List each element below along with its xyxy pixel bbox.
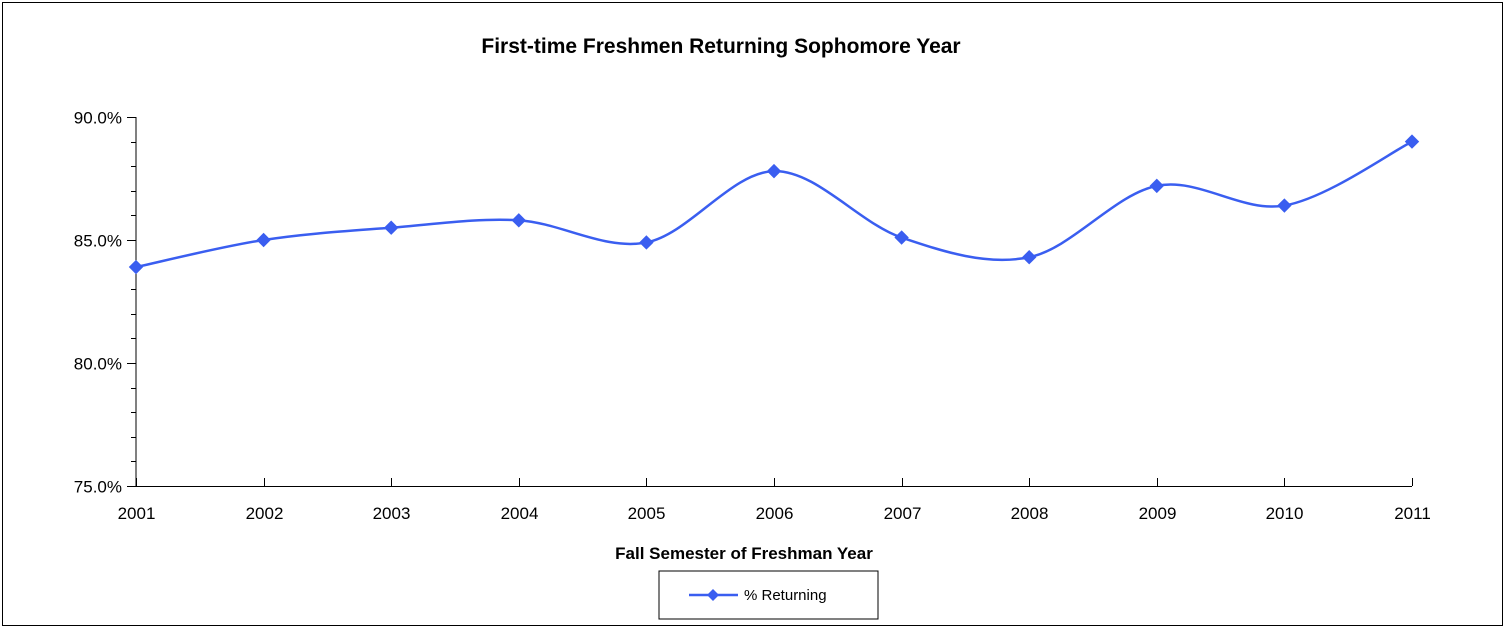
data-point	[894, 230, 909, 245]
y-tick-label: 90.0%	[74, 109, 122, 128]
data-point	[1404, 134, 1420, 149]
y-axis: 75.0% 80.0% 85.0% 90.0%	[74, 109, 137, 497]
legend-label: % Returning	[744, 587, 827, 604]
x-tick-label: 2002	[246, 504, 284, 523]
x-tick-label: 2001	[118, 504, 156, 523]
data-point	[1149, 178, 1165, 194]
legend-marker	[707, 589, 719, 601]
data-point	[766, 163, 782, 179]
x-tick-label: 2003	[373, 504, 411, 523]
x-tick-label: 2007	[884, 504, 922, 523]
x-tick-label: 2009	[1139, 504, 1177, 523]
data-point	[383, 220, 399, 235]
x-tick-label: 2005	[628, 504, 666, 523]
data-point	[128, 259, 144, 275]
data-point	[1021, 250, 1037, 265]
data-point	[511, 213, 527, 228]
x-axis: 2001 2002 2003 2004 2005 2006 2007 2008 2009 2010…	[118, 478, 1431, 523]
data-point	[639, 235, 654, 250]
series-line	[135, 140, 1413, 269]
x-tick-label: 2010	[1266, 504, 1304, 523]
legend: % Returning	[658, 570, 879, 620]
chart-title: First-time Freshmen Returning Sophomore …	[481, 35, 960, 58]
x-axis-title: Fall Semester of Freshman Year	[615, 544, 873, 563]
y-tick-label: 80.0%	[74, 355, 122, 374]
chart-svg: First-time Freshmen Returning Sophomore …	[74, 35, 1431, 620]
data-point	[256, 232, 271, 248]
x-tick-label: 2006	[756, 504, 794, 523]
y-tick-label: 75.0%	[74, 478, 122, 497]
x-tick-label: 2011	[1394, 504, 1431, 523]
data-point	[1277, 198, 1292, 213]
x-tick-label: 2008	[1011, 504, 1049, 523]
series-layer	[128, 134, 1420, 275]
y-tick-label: 85.0%	[74, 232, 122, 251]
x-tick-label: 2004	[501, 504, 539, 523]
